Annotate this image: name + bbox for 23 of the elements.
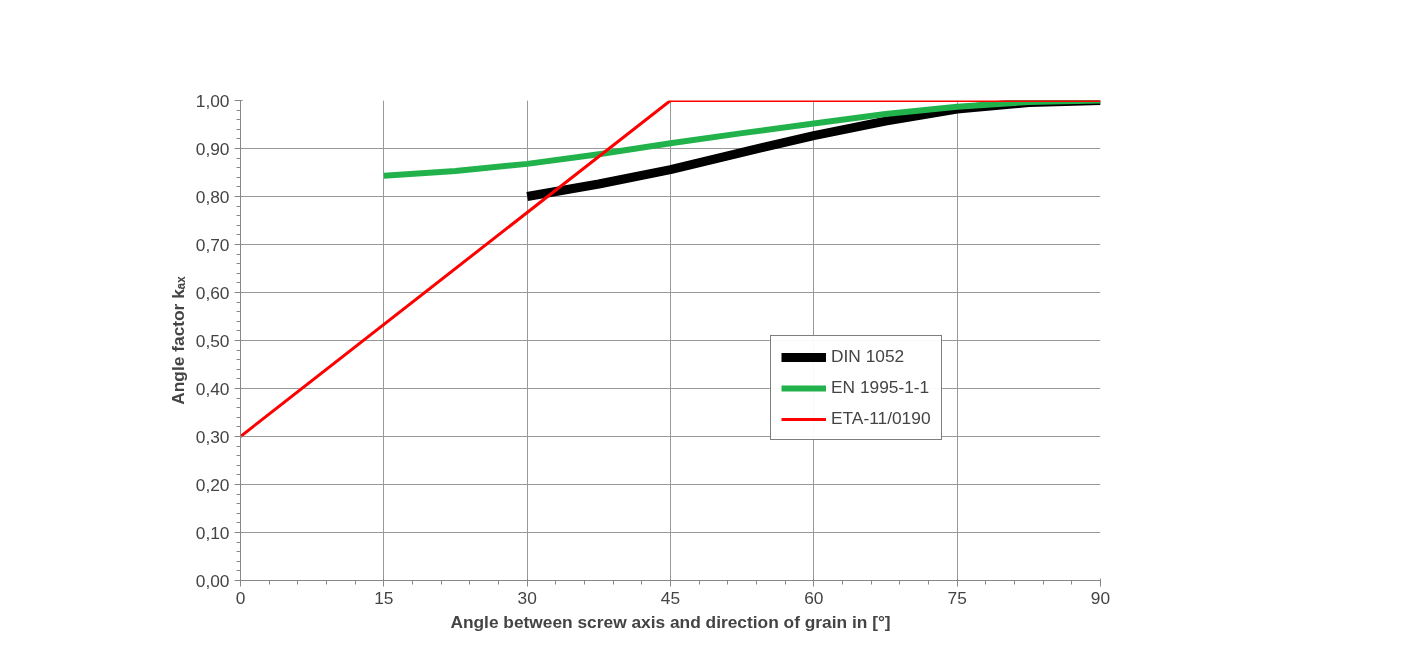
y-tick-label: 0,80 bbox=[195, 186, 230, 207]
x-tick-label: 90 bbox=[1090, 587, 1111, 608]
y-tick-label: 0,00 bbox=[195, 570, 230, 591]
y-tick-label: 0,10 bbox=[195, 522, 230, 543]
x-tick-label: 15 bbox=[374, 587, 394, 608]
x-tick-label: 60 bbox=[804, 587, 824, 608]
x-tick-label: 0 bbox=[235, 587, 246, 608]
x-axis-title: Angle between screw axis and direction of grain in [°] bbox=[450, 611, 891, 632]
y-axis-title: Angle factor kₐₓ bbox=[167, 275, 188, 405]
y-tick-label: 0,20 bbox=[195, 474, 230, 495]
x-tick-label: 75 bbox=[947, 587, 967, 608]
y-tick-label: 0,90 bbox=[195, 138, 230, 159]
x-tick-label: 45 bbox=[660, 587, 681, 608]
y-tick-label: 0,50 bbox=[195, 330, 230, 351]
y-tick-label: 0,70 bbox=[195, 234, 230, 255]
y-tick-label: 0,30 bbox=[195, 426, 230, 447]
y-tick-label: 1,00 bbox=[195, 90, 230, 111]
legend-label: ETA-11/0190 bbox=[831, 408, 931, 429]
legend-label: EN 1995-1-1 bbox=[831, 377, 930, 398]
legend-label: DIN 1052 bbox=[831, 346, 905, 367]
x-tick-label: 30 bbox=[517, 587, 537, 608]
y-tick-label: 0,40 bbox=[195, 378, 230, 399]
y-tick-label: 0,60 bbox=[195, 282, 230, 303]
